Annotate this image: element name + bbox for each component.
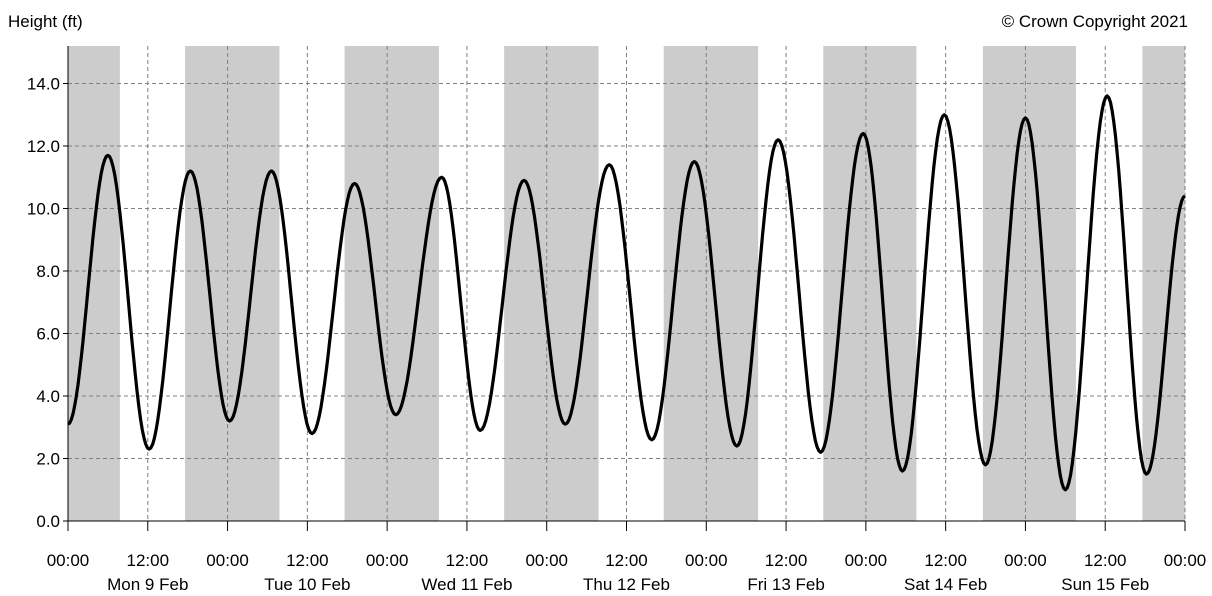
x-tick-label-7: 12:00: [605, 551, 648, 570]
day-label-2: Wed 11 Feb: [421, 575, 512, 594]
x-tick-label-1: 12:00: [127, 551, 170, 570]
data-point-12: [564, 423, 567, 426]
data-point-18: [819, 451, 822, 454]
x-tick-label-10: 00:00: [845, 551, 888, 570]
series-layer: [67, 94, 1186, 492]
y-tick-label-7: 14.0: [27, 75, 60, 94]
data-point-9: [440, 176, 443, 179]
night-band-5: [823, 46, 917, 521]
x-tick-label-6: 00:00: [525, 551, 568, 570]
y-tick-label-2: 4.0: [36, 387, 60, 406]
grid-lines: [68, 46, 1186, 521]
data-point-7: [353, 182, 356, 185]
data-point-3: [189, 170, 192, 173]
data-point-26: [1145, 473, 1148, 476]
day-label-3: Thu 12 Feb: [583, 575, 670, 594]
data-point-22: [984, 463, 987, 466]
day-label-1: Tue 10 Feb: [264, 575, 350, 594]
data-point-10: [479, 429, 482, 432]
night-band-6: [982, 46, 1076, 521]
data-point-4: [228, 420, 231, 423]
data-point-20: [901, 470, 904, 473]
x-tick-label-4: 00:00: [366, 551, 409, 570]
y-axis-label: Height (ft): [8, 12, 83, 31]
data-point-2: [148, 448, 151, 451]
x-tick-label-2: 00:00: [206, 551, 249, 570]
data-point-19: [862, 132, 865, 135]
night-band-0: [68, 46, 120, 521]
data-point-23: [1024, 116, 1027, 119]
night-band-1: [185, 46, 280, 521]
data-point-1: [106, 154, 109, 157]
night-band-4: [663, 46, 759, 521]
data-point-27: [1184, 195, 1187, 198]
x-tick-label-13: 12:00: [1084, 551, 1127, 570]
x-tick-label-5: 12:00: [446, 551, 489, 570]
data-point-17: [777, 138, 780, 141]
data-point-8: [394, 413, 397, 416]
y-tick-label-1: 2.0: [36, 450, 60, 469]
night-band-2: [344, 46, 440, 521]
data-point-6: [311, 432, 314, 435]
night-band-3: [504, 46, 599, 521]
day-label-4: Fri 13 Feb: [747, 575, 824, 594]
x-tick-label-14: 00:00: [1164, 551, 1207, 570]
x-tick-label-3: 12:00: [286, 551, 329, 570]
day-label-5: Sat 14 Feb: [904, 575, 987, 594]
night-band-7: [1142, 46, 1185, 521]
copyright-text: © Crown Copyright 2021: [1002, 12, 1188, 31]
x-tick-label-8: 00:00: [685, 551, 728, 570]
data-point-21: [943, 113, 946, 116]
y-tick-label-6: 12.0: [27, 137, 60, 156]
y-tick-label-3: 6.0: [36, 325, 60, 344]
axis-ticks: 0.0 2.0 4.0 6.0 8.0 10.0 12.0 14.0 00:00 12:00 00:…: [27, 75, 1206, 595]
y-tick-label-5: 10.0: [27, 200, 60, 219]
data-point-24: [1064, 488, 1067, 491]
x-tick-label-0: 00:00: [47, 551, 90, 570]
data-point-11: [523, 179, 526, 182]
x-tick-label-11: 12:00: [924, 551, 967, 570]
y-tick-label-4: 8.0: [36, 262, 60, 281]
data-point-14: [650, 438, 653, 441]
data-point-13: [608, 163, 611, 166]
night-bands: [68, 46, 1185, 521]
data-point-25: [1106, 95, 1109, 98]
day-label-0: Mon 9 Feb: [107, 575, 188, 594]
data-point-15: [693, 160, 696, 163]
data-point-5: [270, 170, 273, 173]
data-point-16: [735, 445, 738, 448]
data-point-0: [67, 423, 70, 426]
x-tick-label-9: 12:00: [765, 551, 808, 570]
y-tick-label-0: 0.0: [36, 512, 60, 531]
series-line-tide-height: [67, 94, 1186, 492]
x-tick-label-12: 00:00: [1004, 551, 1047, 570]
day-label-6: Sun 15 Feb: [1061, 575, 1149, 594]
